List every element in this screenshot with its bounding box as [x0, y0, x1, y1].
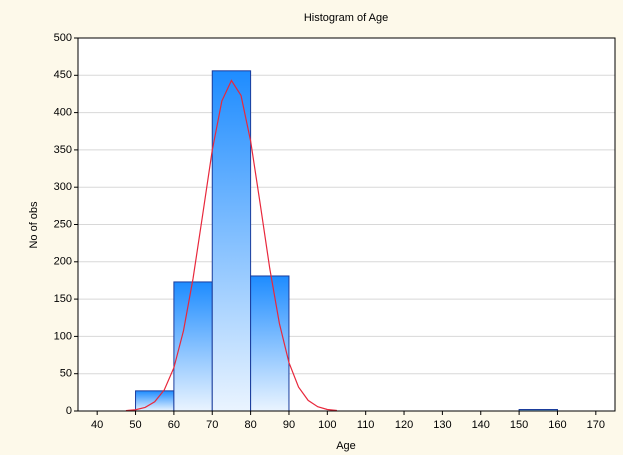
x-tick-label: 60 [168, 419, 180, 431]
y-tick-label: 250 [54, 218, 72, 230]
bar [173, 281, 213, 412]
bar [250, 275, 290, 412]
y-tick-label: 350 [54, 144, 72, 156]
y-axis-label: No of obs [28, 201, 40, 249]
x-tick-label: 50 [129, 419, 141, 431]
x-tick-label: 70 [206, 419, 218, 431]
x-tick-label: 90 [283, 419, 295, 431]
x-tick-label: 130 [433, 419, 451, 431]
y-tick-label: 200 [54, 256, 72, 268]
plot-frame [77, 37, 616, 412]
x-tick-label: 100 [318, 419, 336, 431]
y-tick-label: 450 [54, 69, 72, 81]
x-axis-label: Age [336, 440, 356, 452]
y-tick-label: 400 [54, 107, 72, 119]
x-tick-label: 40 [91, 419, 103, 431]
y-tick-label: 300 [54, 181, 72, 193]
fit-curve [125, 79, 337, 412]
x-tick-label: 140 [472, 419, 490, 431]
x-tick-label: 120 [395, 419, 413, 431]
y-tick-label: 500 [54, 32, 72, 44]
x-tick-label: 110 [357, 419, 375, 431]
y-tick-label: 0 [66, 405, 72, 417]
x-tick-label: 170 [587, 419, 605, 431]
x-tick-label: 150 [510, 419, 528, 431]
chart-title: Histogram of Age [304, 12, 388, 24]
x-tick-label: 160 [548, 419, 566, 431]
y-tick-label: 100 [54, 330, 72, 342]
y-tick-label: 150 [54, 293, 72, 305]
y-tick-label: 50 [60, 368, 72, 380]
x-tick-label: 80 [244, 419, 256, 431]
